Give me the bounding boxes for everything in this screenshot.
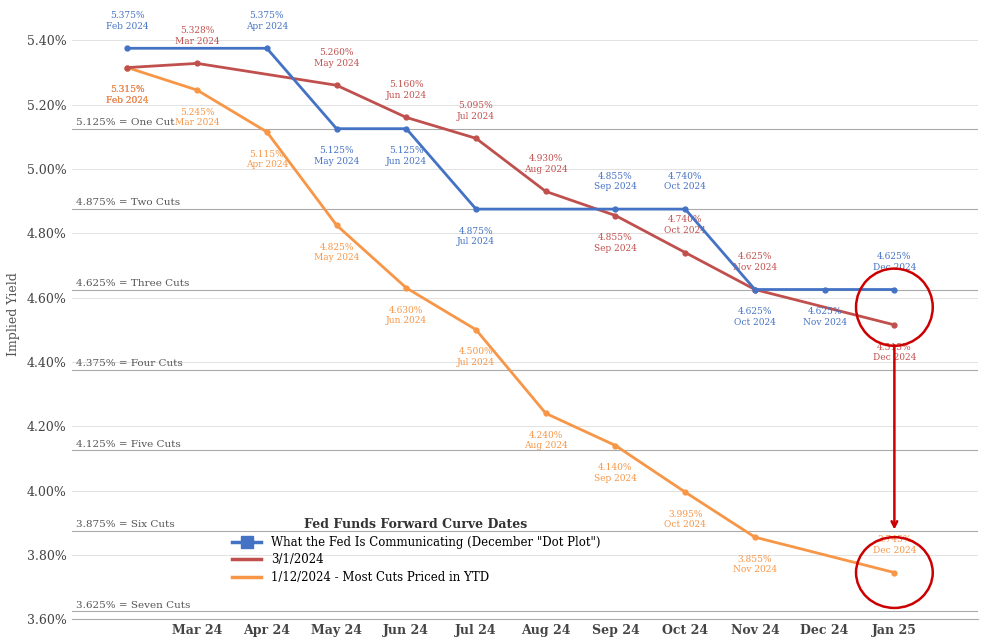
Text: 5.375%
Apr 2024: 5.375% Apr 2024 [245,11,288,31]
Text: 4.875% = Two Cuts: 4.875% = Two Cuts [76,198,180,207]
Text: 4.740%
Oct 2024: 4.740% Oct 2024 [664,216,706,235]
Text: 5.125% = One Cut: 5.125% = One Cut [76,118,174,127]
Text: 4.375% = Four Cuts: 4.375% = Four Cuts [76,359,183,368]
Text: 5.095%
Jul 2024: 5.095% Jul 2024 [457,101,495,120]
Text: 3.855%
Nov 2024: 3.855% Nov 2024 [733,555,777,574]
Text: 5.315%
Feb 2024: 5.315% Feb 2024 [106,85,149,105]
Text: 4.125% = Five Cuts: 4.125% = Five Cuts [76,440,181,449]
Text: 4.625%
Nov 2024: 4.625% Nov 2024 [733,252,777,272]
Y-axis label: Implied Yield: Implied Yield [7,272,20,355]
Text: 4.500%
Jul 2024: 4.500% Jul 2024 [457,347,495,367]
Text: 4.855%
Sep 2024: 4.855% Sep 2024 [594,233,637,252]
Text: 4.625%
Oct 2024: 4.625% Oct 2024 [734,307,776,327]
Text: 4.625%
Dec 2024: 4.625% Dec 2024 [873,252,916,272]
Text: 5.125%
Jun 2024: 5.125% Jun 2024 [386,146,427,166]
Text: 5.160%
Jun 2024: 5.160% Jun 2024 [386,80,427,100]
Text: 5.115%
Apr 2024: 5.115% Apr 2024 [245,149,288,169]
Text: 3.875% = Six Cuts: 3.875% = Six Cuts [76,520,174,529]
Text: 3.995%
Oct 2024: 3.995% Oct 2024 [664,510,706,529]
Text: 4.630%
Jun 2024: 4.630% Jun 2024 [386,306,427,325]
Text: 5.245%
Mar 2024: 5.245% Mar 2024 [174,108,220,127]
Text: 4.515%
Dec 2024: 4.515% Dec 2024 [873,343,916,362]
Text: 5.375%
Feb 2024: 5.375% Feb 2024 [106,11,149,31]
Text: 4.240%
Aug 2024: 4.240% Aug 2024 [524,431,567,450]
Text: 5.125%
May 2024: 5.125% May 2024 [314,146,360,166]
Legend: What the Fed Is Communicating (December "Dot Plot"), 3/1/2024, 1/12/2024 - Most : What the Fed Is Communicating (December … [228,513,605,589]
Text: 4.825%
May 2024: 4.825% May 2024 [314,243,360,262]
Text: 4.625% = Three Cuts: 4.625% = Three Cuts [76,279,189,288]
Text: 5.315%
Feb 2024: 5.315% Feb 2024 [106,85,149,105]
Text: 4.740%
Oct 2024: 4.740% Oct 2024 [664,172,706,191]
Text: 3.625% = Seven Cuts: 3.625% = Seven Cuts [76,601,190,609]
Text: 4.875%
Jul 2024: 4.875% Jul 2024 [457,227,495,246]
Text: 4.625%
Nov 2024: 4.625% Nov 2024 [803,307,847,327]
Text: 3.745%
Dec 2024: 3.745% Dec 2024 [873,535,916,555]
Text: 4.140%
Sep 2024: 4.140% Sep 2024 [594,463,637,482]
Text: 4.930%
Aug 2024: 4.930% Aug 2024 [524,155,567,174]
Text: 5.260%
May 2024: 5.260% May 2024 [314,48,360,68]
Text: 5.328%
Mar 2024: 5.328% Mar 2024 [174,26,220,46]
Text: 4.855%
Sep 2024: 4.855% Sep 2024 [594,172,637,191]
